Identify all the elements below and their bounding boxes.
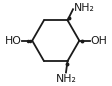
Text: HO: HO xyxy=(5,36,22,46)
Text: OH: OH xyxy=(90,36,107,46)
Text: NH₂: NH₂ xyxy=(56,74,77,84)
Text: NH₂: NH₂ xyxy=(74,3,95,13)
